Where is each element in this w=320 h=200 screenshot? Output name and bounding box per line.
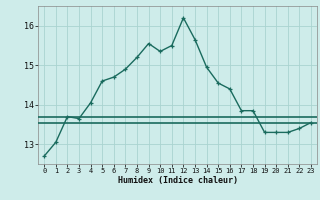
X-axis label: Humidex (Indice chaleur): Humidex (Indice chaleur) [118,176,238,185]
